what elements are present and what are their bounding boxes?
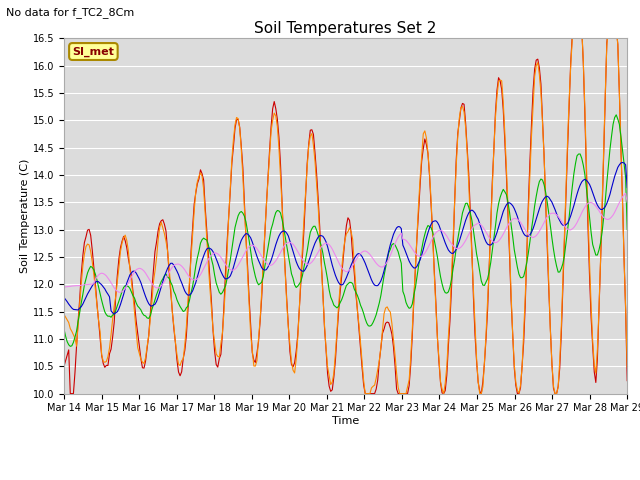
TC2_2Cm: [248, 350, 256, 356]
TC2_16Cm: [248, 259, 256, 265]
TC2_32Cm: [619, 159, 627, 165]
TC2_16Cm: [593, 252, 601, 258]
Line: TC2_16Cm: TC2_16Cm: [64, 115, 627, 347]
X-axis label: Time: Time: [332, 416, 359, 426]
TC2_50Cm: [622, 191, 630, 196]
TC2_32Cm: [110, 311, 118, 317]
TC2_2Cm: [308, 127, 316, 132]
TC2_4Cm: [362, 391, 369, 396]
Line: TC2_2Cm: TC2_2Cm: [64, 27, 627, 394]
TC2_4Cm: [256, 316, 264, 322]
TC2_16Cm: [131, 295, 138, 301]
TC2_4Cm: [595, 306, 603, 312]
TC2_4Cm: [129, 293, 137, 299]
TC2_4Cm: [228, 156, 236, 162]
TC2_50Cm: [230, 267, 237, 273]
Y-axis label: Soil Temperature (C): Soil Temperature (C): [20, 159, 30, 273]
TC2_16Cm: [230, 236, 237, 241]
TC2_4Cm: [247, 332, 255, 337]
TC2_50Cm: [623, 199, 631, 205]
Line: TC2_50Cm: TC2_50Cm: [64, 193, 627, 292]
Line: TC2_4Cm: TC2_4Cm: [64, 27, 627, 394]
TC2_32Cm: [623, 185, 631, 191]
Text: No data for f_TC2_8Cm: No data for f_TC2_8Cm: [6, 7, 134, 18]
TC2_32Cm: [308, 249, 316, 254]
TC2_16Cm: [612, 112, 620, 118]
TC2_4Cm: [307, 133, 314, 139]
TC2_2Cm: [570, 24, 578, 30]
Title: Soil Temperatures Set 2: Soil Temperatures Set 2: [255, 21, 436, 36]
TC2_50Cm: [258, 253, 266, 259]
TC2_2Cm: [258, 295, 266, 301]
TC2_2Cm: [60, 363, 68, 369]
TC2_2Cm: [595, 309, 603, 315]
TC2_50Cm: [248, 242, 256, 248]
TC2_16Cm: [60, 326, 68, 332]
TC2_32Cm: [60, 295, 68, 300]
TC2_32Cm: [258, 264, 266, 270]
TC2_2Cm: [131, 302, 138, 308]
TC2_16Cm: [67, 344, 74, 349]
TC2_2Cm: [67, 391, 74, 396]
TC2_32Cm: [230, 264, 237, 270]
TC2_16Cm: [308, 226, 316, 231]
Legend: TC2_2Cm, TC2_4Cm, TC2_16Cm, TC2_32Cm, TC2_50Cm: TC2_2Cm, TC2_4Cm, TC2_16Cm, TC2_32Cm, TC…: [104, 475, 587, 480]
TC2_16Cm: [623, 227, 631, 232]
TC2_4Cm: [570, 24, 578, 30]
Text: SI_met: SI_met: [72, 47, 115, 57]
TC2_2Cm: [623, 378, 631, 384]
TC2_50Cm: [131, 269, 138, 275]
TC2_32Cm: [248, 239, 256, 245]
TC2_32Cm: [131, 268, 138, 274]
TC2_4Cm: [623, 364, 631, 370]
Line: TC2_32Cm: TC2_32Cm: [64, 162, 627, 314]
TC2_4Cm: [60, 312, 68, 317]
TC2_32Cm: [593, 202, 601, 208]
TC2_50Cm: [308, 259, 316, 265]
TC2_2Cm: [230, 144, 237, 150]
TC2_50Cm: [60, 284, 68, 290]
TC2_50Cm: [116, 289, 124, 295]
TC2_50Cm: [593, 205, 601, 211]
TC2_16Cm: [258, 279, 266, 285]
